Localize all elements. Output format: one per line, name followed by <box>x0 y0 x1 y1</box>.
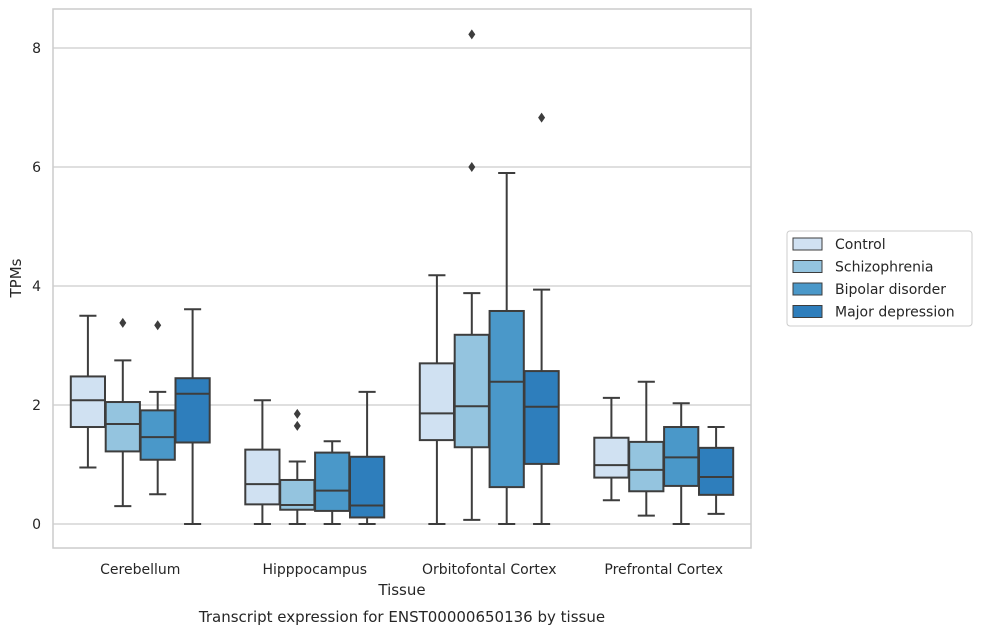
box <box>418 274 456 525</box>
y-tick-label: 0 <box>32 517 41 533</box>
legend-label: Major depression <box>835 305 955 321</box>
box <box>697 426 735 515</box>
box-body <box>174 377 211 444</box>
legend-swatch <box>792 237 823 251</box>
y-tick-label: 2 <box>32 398 41 414</box>
outlier-point <box>293 408 301 419</box>
y-tick-labels: 0 2 4 6 8 <box>32 41 41 533</box>
box <box>628 380 665 517</box>
box <box>104 317 141 508</box>
legend-swatch <box>792 260 823 273</box>
outlier-point <box>468 162 476 172</box>
legend-label: Control <box>835 237 886 253</box>
box <box>174 308 211 525</box>
box <box>523 112 560 525</box>
y-tick-label: 6 <box>32 160 41 176</box>
outlier-point <box>468 29 476 40</box>
box <box>139 320 176 496</box>
y-tick-label: 8 <box>32 41 41 57</box>
box <box>69 314 107 469</box>
chart-caption: Transcript expression for ENST0000065013… <box>198 608 605 626</box>
box <box>453 29 490 521</box>
outlier-point <box>538 112 546 123</box>
x-tick-label: Cerebellum <box>100 562 180 578</box>
outlier-point <box>154 320 162 331</box>
box-body <box>697 446 735 496</box>
legend-frame <box>786 230 973 327</box>
x-axis-label: Tissue <box>377 581 425 599</box>
x-tick-label: Prefrontal Cortex <box>604 562 723 578</box>
box-body <box>314 451 351 512</box>
x-tick-label: Orbitofontal Cortex <box>422 562 557 578</box>
legend-label: Schizophrenia <box>835 260 933 276</box>
y-axis-label: TPMs <box>7 258 25 298</box>
series-control <box>69 274 630 525</box>
box <box>244 399 281 525</box>
outlier-point <box>293 420 301 431</box>
box-body <box>418 362 456 442</box>
x-tick-label: Hipppocampus <box>262 562 367 578</box>
plot-frame <box>52 8 752 549</box>
box-body <box>139 409 176 461</box>
box-body <box>244 448 281 506</box>
box-body <box>69 375 107 429</box>
box-body <box>453 333 490 449</box>
box-body <box>488 309 525 489</box>
legend-swatch <box>792 282 823 296</box>
legend-swatch <box>792 305 823 318</box>
series-schizophrenia <box>104 29 665 525</box>
box-body <box>628 440 665 493</box>
outlier-point <box>119 317 127 328</box>
box <box>663 402 700 525</box>
series-major-depression <box>174 112 735 525</box>
box-body <box>593 436 630 479</box>
series-bipolar-disorder <box>139 171 700 525</box>
box-series-group <box>69 29 735 525</box>
box <box>279 408 316 525</box>
y-tick-label: 4 <box>32 279 41 295</box>
x-tick-labels: Cerebellum Hipppocampus Orbitofontal Corte… <box>100 562 723 578</box>
box-body <box>348 455 386 519</box>
legend-label: Bipolar disorder <box>835 282 946 298</box>
box <box>488 171 525 525</box>
box <box>348 390 386 525</box>
box <box>593 396 630 502</box>
box-body <box>104 401 141 453</box>
grid-lines <box>53 47 751 525</box>
legend: Control Schizophrenia Bipolar disorder Majo… <box>786 230 973 327</box>
box <box>314 440 351 525</box>
box-body <box>523 370 560 465</box>
